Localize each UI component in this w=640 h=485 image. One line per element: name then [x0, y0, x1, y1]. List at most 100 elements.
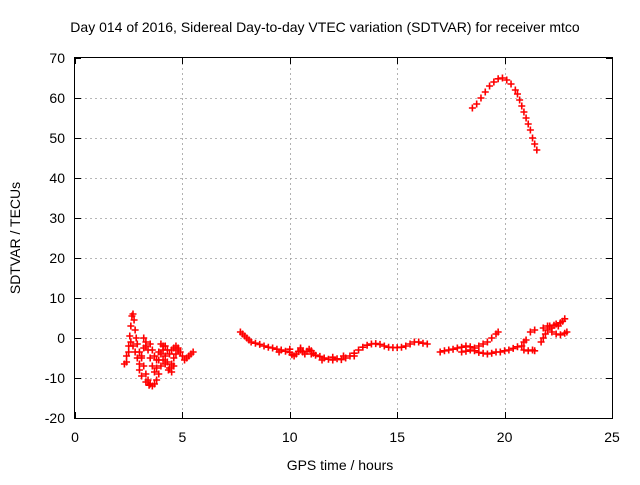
data-point-marker	[376, 340, 384, 348]
data-point-marker	[161, 352, 169, 360]
data-point-marker	[142, 342, 150, 350]
data-point-marker	[161, 360, 169, 368]
data-point-marker	[509, 344, 517, 352]
data-point-marker	[138, 372, 146, 380]
data-point-marker	[533, 146, 541, 154]
data-point-marker	[548, 328, 556, 336]
data-point-marker	[133, 340, 141, 348]
data-point-marker	[155, 370, 163, 378]
data-point-marker	[282, 347, 290, 355]
data-point-marker	[468, 104, 476, 112]
data-point-marker	[539, 334, 547, 342]
data-point-marker	[436, 348, 444, 356]
data-point-marker	[471, 347, 479, 355]
data-point-marker	[449, 345, 457, 353]
data-point-marker	[132, 334, 140, 342]
data-point-marker	[148, 362, 156, 370]
data-point-marker	[563, 328, 571, 336]
data-point-marker	[329, 353, 337, 361]
data-points	[120, 74, 571, 390]
data-point-marker	[140, 334, 148, 342]
data-point-marker	[406, 340, 414, 348]
data-point-marker	[153, 356, 161, 364]
series-segment-peak-arc	[468, 74, 541, 154]
data-point-marker	[125, 348, 133, 356]
data-point-marker	[511, 86, 519, 94]
y-tick-label: 50	[49, 130, 65, 146]
data-point-marker	[251, 339, 259, 347]
x-tick-label: 20	[497, 429, 513, 445]
data-point-marker	[397, 343, 405, 351]
data-point-marker	[140, 362, 148, 370]
y-tick-label: -10	[45, 370, 65, 386]
data-point-marker	[498, 74, 506, 82]
chart-title: Day 014 of 2016, Sidereal Day-to-day VTE…	[70, 19, 580, 35]
data-point-marker	[531, 140, 539, 148]
y-tick-label: 40	[49, 170, 65, 186]
data-point-marker	[178, 352, 186, 360]
data-point-marker	[170, 354, 178, 362]
y-tick-label: 20	[49, 250, 65, 266]
data-point-marker	[541, 330, 549, 338]
data-point-marker	[529, 134, 537, 142]
data-point-marker	[359, 343, 367, 351]
data-point-marker	[488, 334, 496, 342]
data-point-marker	[333, 355, 341, 363]
series-segment-midday-drift	[236, 328, 431, 364]
data-point-marker	[355, 346, 363, 354]
data-point-marker	[475, 348, 483, 356]
data-point-marker	[531, 326, 539, 334]
data-point-marker	[150, 368, 158, 376]
data-point-marker	[513, 90, 521, 98]
x-tick-label: 10	[282, 429, 298, 445]
data-point-marker	[423, 340, 431, 348]
data-point-marker	[531, 347, 539, 355]
data-point-marker	[473, 100, 481, 108]
data-point-marker	[494, 328, 502, 336]
x-tick-label: 0	[71, 429, 79, 445]
x-tick-label: 5	[179, 429, 187, 445]
data-point-marker	[481, 88, 489, 96]
data-point-marker	[153, 364, 161, 372]
data-point-marker	[172, 350, 180, 358]
data-point-marker	[520, 108, 528, 116]
data-point-marker	[138, 352, 146, 360]
data-point-marker	[488, 349, 496, 357]
data-point-marker	[505, 346, 513, 354]
data-point-marker	[174, 344, 182, 352]
data-point-marker	[131, 326, 139, 334]
data-point-marker	[490, 78, 498, 86]
data-point-marker	[337, 356, 345, 364]
data-point-marker	[486, 82, 494, 90]
data-point-marker	[544, 322, 552, 330]
data-point-marker	[479, 340, 487, 348]
data-point-marker	[561, 315, 569, 323]
data-point-marker	[477, 94, 485, 102]
data-point-marker	[307, 350, 315, 358]
axis-ticks	[75, 58, 613, 419]
data-point-marker	[380, 342, 388, 350]
data-point-marker	[145, 381, 153, 389]
data-point-marker	[524, 120, 532, 128]
data-point-marker	[518, 102, 526, 110]
data-point-marker	[537, 338, 545, 346]
y-axis-label: SDTVAR / TECUs	[7, 182, 23, 294]
data-point-marker	[129, 310, 137, 318]
data-point-marker	[142, 378, 150, 386]
data-point-marker	[269, 344, 277, 352]
data-point-marker	[142, 370, 150, 378]
data-point-marker	[286, 345, 294, 353]
plot-frame	[74, 57, 613, 419]
tick-labels: 0 5 10 15 20 25 -20 -10 0 10 20 30 40 50 60 70	[45, 50, 620, 445]
data-point-marker	[518, 342, 526, 350]
data-point-marker	[483, 338, 491, 346]
data-point-marker	[127, 322, 135, 330]
data-point-marker	[475, 342, 483, 350]
data-point-marker	[363, 341, 371, 349]
data-point-marker	[350, 352, 358, 360]
data-point-marker	[148, 346, 156, 354]
x-tick-label: 15	[389, 429, 405, 445]
data-point-marker	[539, 324, 547, 332]
data-point-marker	[312, 351, 320, 359]
